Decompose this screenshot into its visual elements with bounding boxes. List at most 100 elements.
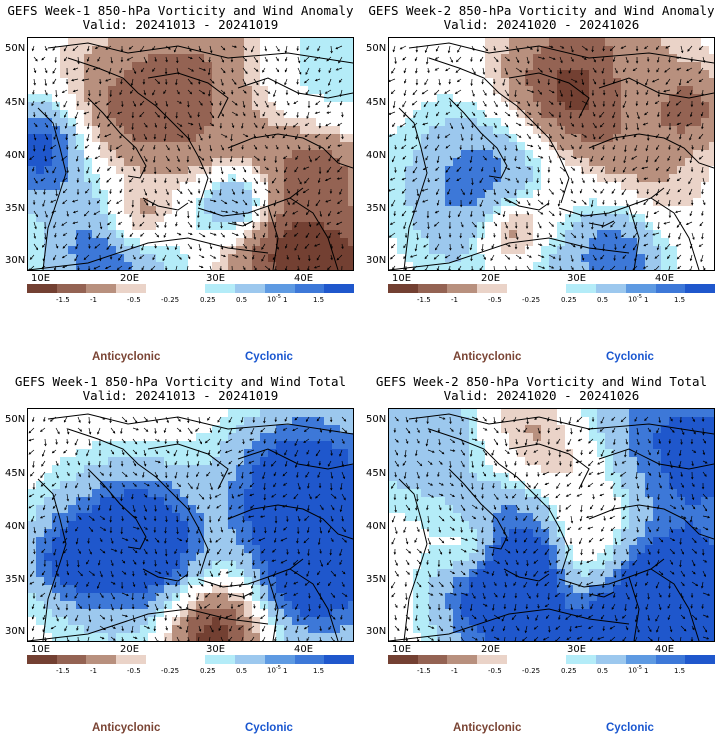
vorticity-cell: [228, 457, 237, 466]
vorticity-cell: [148, 254, 157, 263]
wind-arrow: [87, 265, 91, 270]
wind-arrow: [76, 189, 80, 196]
wind-arrow: [220, 221, 223, 229]
wind-arrow: [341, 427, 348, 433]
vorticity-cell: [228, 481, 237, 490]
vorticity-cell: [236, 110, 245, 119]
vorticity-cell: [28, 425, 37, 434]
wind-arrow: [435, 45, 440, 52]
vorticity-cell: [461, 46, 470, 55]
wind-arrow: [414, 243, 418, 252]
vorticity-cell: [44, 182, 53, 191]
vorticity-cell: [300, 417, 309, 426]
wind-arrow: [106, 199, 112, 205]
vorticity-cell: [108, 601, 117, 610]
wind-arrow: [656, 144, 660, 151]
vorticity-cell: [140, 254, 149, 263]
wind-arrow: [275, 111, 280, 116]
wind-arrow: [154, 122, 158, 128]
vorticity-cell: [260, 70, 269, 79]
wind-arrow: [654, 265, 660, 270]
vorticity-cell: [332, 46, 341, 55]
wind-arrow: [263, 416, 266, 424]
vorticity-cell: [60, 118, 69, 127]
wind-arrow: [636, 188, 639, 195]
vorticity-cell: [52, 246, 61, 255]
vorticity-cell: [196, 457, 205, 466]
vorticity-cell: [501, 214, 510, 223]
vorticity-cell: [76, 254, 85, 263]
vorticity-cell: [493, 158, 502, 167]
vorticity-cell: [276, 609, 285, 618]
wind-arrow: [579, 155, 583, 164]
wind-arrow: [209, 232, 217, 236]
vorticity-cell: [397, 246, 406, 255]
vorticity-cell: [485, 230, 494, 239]
wind-arrow: [525, 188, 529, 195]
wind-arrow: [296, 78, 299, 85]
vorticity-cell: [60, 158, 69, 167]
wind-arrow: [41, 243, 46, 248]
vorticity-cell: [653, 118, 662, 127]
vorticity-cell: [156, 481, 165, 490]
wind-arrow: [493, 199, 499, 204]
vorticity-cell: [605, 238, 614, 247]
vorticity-cell: [653, 182, 662, 191]
vorticity-cell: [389, 174, 398, 183]
wind-arrow: [537, 155, 544, 159]
vorticity-cell: [669, 206, 678, 215]
wind-arrow: [231, 122, 235, 129]
vorticity-cell: [156, 457, 165, 466]
vorticity-cell: [124, 561, 133, 570]
vorticity-cell: [116, 513, 125, 522]
vorticity-cell: [124, 182, 133, 191]
vorticity-cell: [405, 126, 414, 135]
vorticity-cell: [429, 102, 438, 111]
vorticity-cell: [36, 46, 45, 55]
wind-arrow: [242, 232, 247, 239]
wind-arrow: [249, 438, 255, 441]
wind-arrow: [264, 221, 267, 228]
vorticity-cell: [340, 553, 349, 562]
vorticity-cell: [292, 182, 301, 191]
vorticity-cell: [196, 238, 205, 247]
vorticity-cell: [132, 465, 141, 474]
wind-arrow: [87, 100, 90, 106]
wind-arrow: [644, 45, 649, 50]
vorticity-cell: [413, 38, 422, 47]
vorticity-cell: [28, 545, 37, 554]
vorticity-cell: [469, 238, 478, 247]
vorticity-cell: [453, 54, 462, 63]
vorticity-cell: [148, 214, 157, 223]
vorticity-cell: [324, 86, 333, 95]
vorticity-cell: [132, 633, 141, 641]
vorticity-cell: [316, 441, 325, 450]
vorticity-cell: [509, 78, 518, 87]
vorticity-cell: [276, 425, 285, 434]
vorticity-cell: [212, 70, 221, 79]
wind-arrow: [526, 45, 533, 50]
vorticity-cell: [44, 62, 53, 71]
vorticity-cell: [228, 497, 237, 506]
vorticity-cell: [348, 465, 353, 474]
vorticity-cell: [28, 521, 37, 530]
vorticity-cell: [52, 222, 61, 231]
wind-arrow: [448, 265, 451, 270]
wind-arrow: [77, 427, 83, 432]
vorticity-cell: [44, 473, 53, 482]
wind-arrow: [444, 254, 451, 259]
vorticity-cell: [172, 585, 181, 594]
vorticity-cell: [276, 118, 285, 127]
wind-arrow: [264, 89, 271, 94]
vorticity-cell: [685, 198, 694, 207]
vorticity-cell: [196, 545, 205, 554]
vorticity-cell: [124, 46, 133, 55]
wind-arrow: [314, 155, 321, 161]
vorticity-cell: [437, 126, 446, 135]
vorticity-cell: [44, 238, 53, 247]
wind-arrow: [655, 45, 660, 50]
wind-arrow: [286, 144, 290, 150]
vorticity-cell: [645, 94, 654, 103]
vorticity-cell: [124, 94, 133, 103]
vorticity-cell: [236, 118, 245, 127]
